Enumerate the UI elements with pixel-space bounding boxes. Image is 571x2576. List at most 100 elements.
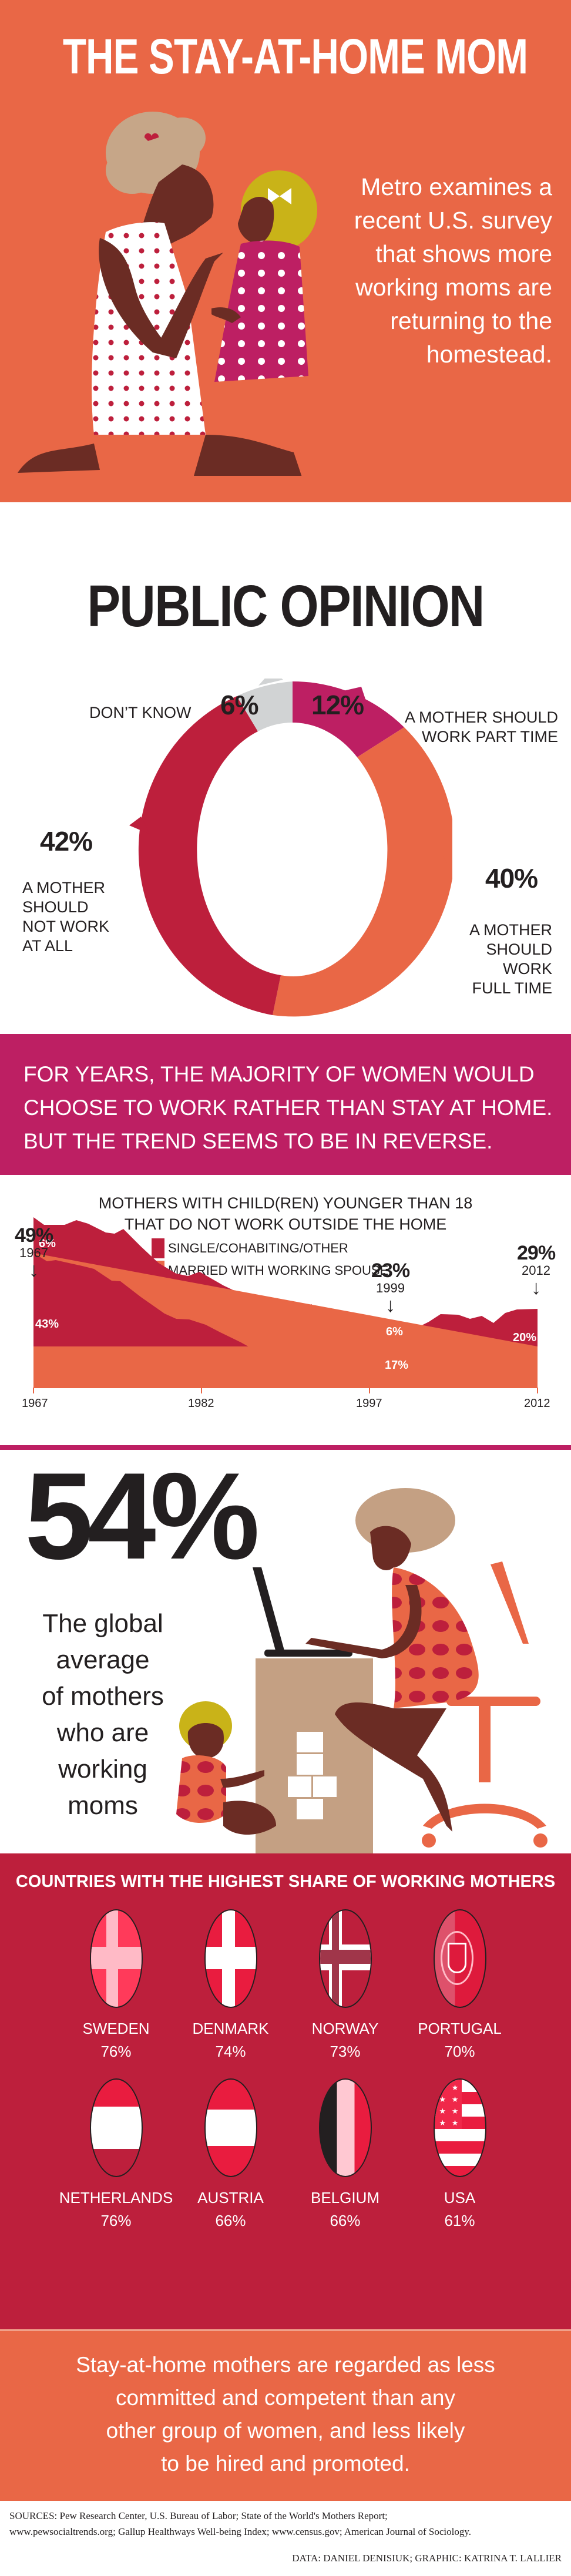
trend-chart-title: MOTHERS WITH CHILD(REN) YOUNGER THAN 18 …	[0, 1193, 571, 1235]
label-single-2012: 9%	[515, 1289, 532, 1302]
public-opinion-title: PUBLIC OPINION	[87, 573, 485, 639]
intro-line: that shows more	[375, 240, 552, 267]
country-name: PORTUGAL	[418, 2020, 502, 2037]
country-pct: 76%	[100, 2043, 132, 2060]
global-average-number: 54%	[25, 1447, 260, 1585]
hero-section: THE STAY-AT-HOME MOM	[0, 0, 571, 502]
mother-daughter-illustration	[18, 112, 317, 476]
country-name: SWEDEN	[82, 2020, 150, 2037]
sources-line: SOURCES: Pew Research Center, U.S. Burea…	[9, 2510, 388, 2521]
annotation-1967: 49% 1967 ↓	[15, 1225, 53, 1280]
area-married	[33, 1253, 538, 1362]
title-line: THAT DO NOT WORK OUTSIDE THE HOME	[124, 1215, 447, 1233]
trend-chart-section: MOTHERS WITH CHILD(REN) YOUNGER THAN 18 …	[0, 1175, 571, 1445]
slice-not-work	[138, 696, 281, 1015]
caption-line: average	[56, 1645, 150, 1674]
not-work-pct: 42%	[40, 826, 93, 857]
portugal-flag-icon	[433, 1909, 486, 2008]
label-married-1999: 17%	[385, 1359, 408, 1372]
annotation-1999: 23% 1999 ↓	[371, 1260, 410, 1316]
country-pct: 66%	[215, 2212, 246, 2229]
belgium-flag-icon	[318, 2078, 372, 2177]
annotation-year: 1999	[376, 1281, 405, 1295]
not-work-label: A MOTHER SHOULD NOT WORK AT ALL	[22, 878, 109, 956]
label-line: A MOTHER	[22, 879, 106, 896]
part-time-pct: 12%	[311, 690, 364, 720]
legend-swatch	[152, 1238, 164, 1258]
stacked-area-chart: 6% 43% 6% 17% 9% 20%	[33, 1217, 538, 1393]
intro-text: Metro examines a recent U.S. survey that…	[317, 170, 552, 371]
country-name: AUSTRIA	[197, 2189, 264, 2206]
part-time-label: A MOTHER SHOULD WORK PART TIME	[382, 708, 558, 747]
annotation-value: 29%	[517, 1242, 556, 1264]
opinion-donut-chart	[129, 679, 452, 1017]
country-usa: ★ ★ ★ ★ ★ ★ ★ ★ USA 61%	[402, 2078, 517, 2230]
label-line: SHOULD	[486, 941, 552, 958]
down-arrow-icon: ↓	[29, 1259, 39, 1281]
trend-banner: FOR YEARS, THE MAJORITY OF WOMEN WOULD C…	[0, 1034, 571, 1175]
full-time-label: A MOTHER SHOULD WORK FULL TIME	[435, 921, 552, 998]
down-arrow-icon: ↓	[385, 1294, 396, 1316]
caption-line: who are	[56, 1718, 149, 1747]
working-mother-illustration	[176, 1488, 548, 1858]
label-line: AT ALL	[22, 937, 73, 955]
area-married-base	[33, 1346, 538, 1388]
quote-line: Stay-at-home mothers are regarded as les…	[76, 2353, 495, 2377]
country-sweden: SWEDEN 76%	[59, 1909, 173, 2061]
x-tick-1982: 1982	[188, 1397, 214, 1410]
label-single-1967: 6%	[39, 1237, 56, 1250]
x-tick-2012: 2012	[524, 1397, 550, 1410]
label-married-2012: 20%	[513, 1331, 536, 1344]
footer: SOURCES: Pew Research Center, U.S. Burea…	[0, 2501, 571, 2576]
country-name: NETHERLANDS	[59, 2189, 173, 2206]
country-netherlands: NETHERLANDS 76%	[59, 2078, 173, 2230]
sources-line: www.pewsocialtrends.org; Gallup Healthwa…	[9, 2526, 471, 2537]
global-average-section: 54% The global average of mothers who ar…	[0, 1445, 571, 1858]
caption-line: of mothers	[42, 1682, 164, 1711]
sources: SOURCES: Pew Research Center, U.S. Burea…	[9, 2508, 562, 2540]
intro-line: recent U.S. survey	[354, 207, 552, 234]
dont-know-pct: 6%	[220, 690, 258, 720]
label-line: A MOTHER	[469, 921, 552, 939]
intro-line: Metro examines a	[361, 173, 552, 200]
intro-line: returning to the	[390, 307, 552, 334]
slice-dont-know	[237, 681, 293, 731]
x-tick-1967: 1967	[22, 1397, 48, 1410]
label-line: WORK	[503, 960, 552, 978]
area-single	[33, 1217, 538, 1346]
sweden-flag-icon	[89, 1909, 143, 2008]
legend-item-single: SINGLE/COHABITING/OTHER	[152, 1237, 388, 1260]
country-name: DENMARK	[192, 2020, 269, 2037]
country-norway: NORWAY 73%	[288, 1909, 402, 2061]
infographic-title: THE STAY-AT-HOME MOM	[62, 29, 528, 84]
country-name: USA	[444, 2189, 476, 2206]
quote-line: other group of women, and less likely	[106, 2419, 465, 2443]
dont-know-label: DON’T KNOW	[89, 704, 192, 721]
quote-line: committed and competent than any	[116, 2386, 455, 2410]
intro-line: homestead.	[426, 341, 552, 368]
usa-flag-icon: ★ ★ ★ ★ ★ ★ ★ ★	[433, 2078, 486, 2177]
banner-line: CHOOSE TO WORK RATHER THAN STAY AT HOME.	[23, 1096, 553, 1120]
country-pct: 61%	[444, 2212, 475, 2229]
norway-flag-icon	[318, 1909, 372, 2008]
banner-line: FOR YEARS, THE MAJORITY OF WOMEN WOULD	[23, 1062, 535, 1086]
caption-line: moms	[68, 1791, 138, 1820]
public-opinion-section: PUBLIC OPINION DON’T KNOW 6% 12% A MOTHE…	[0, 502, 571, 1034]
flag-grid: SWEDEN 76% DENMARK 74% NORWAY 73%	[59, 1909, 517, 2230]
quote-line: to be hired and promoted.	[161, 2451, 410, 2476]
country-belgium: BELGIUM 66%	[288, 2078, 402, 2230]
annotation-year: 1967	[19, 1245, 48, 1260]
netherlands-flag-icon	[89, 2078, 143, 2177]
austria-flag-icon	[204, 2078, 257, 2177]
country-austria: AUSTRIA 66%	[173, 2078, 288, 2230]
country-pct: 70%	[444, 2043, 475, 2060]
country-pct: 66%	[330, 2212, 361, 2229]
denmark-flag-icon	[204, 1909, 257, 2008]
banner-line: BUT THE TREND SEEMS TO BE IN REVERSE.	[23, 1129, 493, 1153]
label-line: SHOULD	[22, 898, 89, 916]
annotation-value: 49%	[15, 1224, 53, 1247]
country-name: BELGIUM	[310, 2189, 380, 2206]
annotation-year: 2012	[522, 1263, 550, 1278]
label-line: A MOTHER SHOULD	[404, 708, 558, 726]
countries-section: COUNTRIES WITH THE HIGHEST SHARE OF WORK…	[0, 1853, 571, 2329]
